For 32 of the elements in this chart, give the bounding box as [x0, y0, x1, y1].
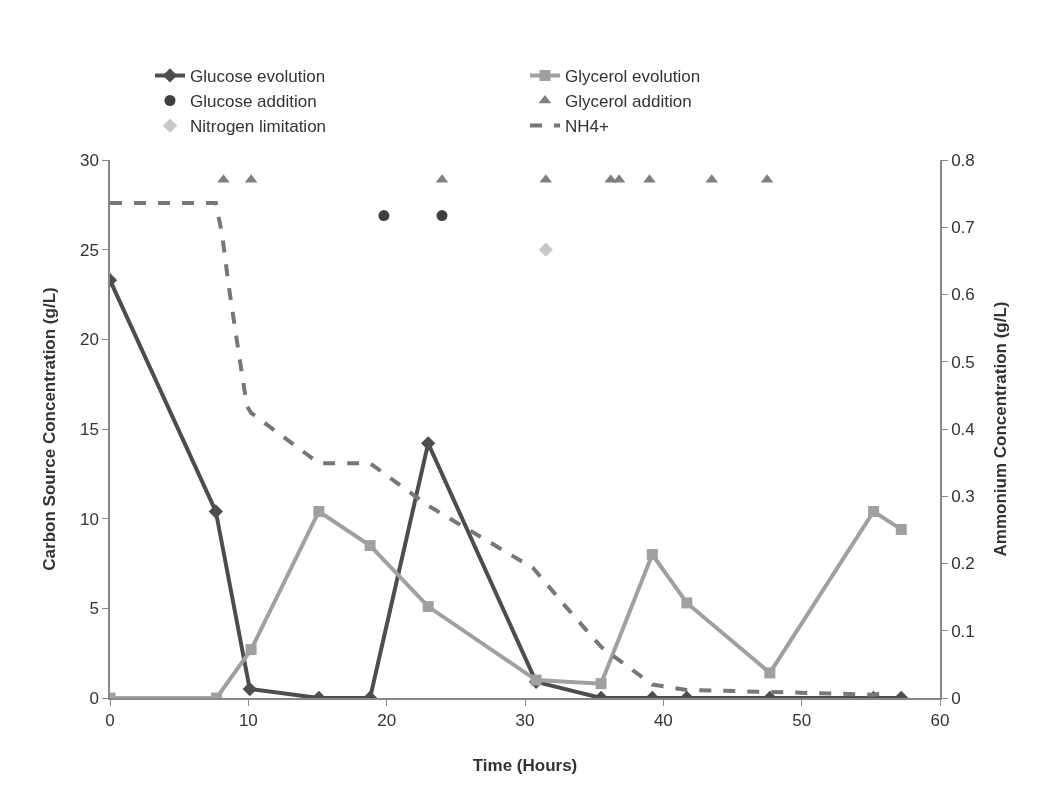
y2-tick-label: 0.2 [951, 554, 975, 574]
x-tick-label: 50 [792, 711, 812, 731]
y2-tick-label: 0.6 [951, 285, 975, 305]
y-tick-label: 10 [79, 509, 99, 529]
legend-label: NH4+ [565, 117, 610, 137]
legend-label: Glycerol addition [565, 92, 692, 112]
x-tick-label: 60 [930, 711, 950, 731]
y-tick-label: 20 [79, 330, 99, 350]
y2-tick-label: 0.4 [951, 419, 975, 439]
legend-label: Glucose addition [190, 92, 317, 112]
x-tick-label: 0 [105, 711, 115, 731]
y2-tick-label: 0.7 [951, 218, 975, 238]
legend-label: Glucose evolution [190, 67, 326, 87]
x-axis-title: Time (Hours) [472, 756, 578, 776]
y2-tick-label: 0.3 [951, 487, 975, 507]
y2-tick-label: 0 [951, 688, 961, 708]
legend-label: Nitrogen limitation [190, 117, 327, 137]
y2-axis-title: Ammonium Concentration (g/L) [990, 301, 1010, 557]
legend-label: Glycerol evolution [565, 67, 701, 87]
y2-tick-label: 0.5 [951, 352, 975, 372]
y2-tick-label: 0.1 [951, 621, 975, 641]
y-tick-label: 15 [79, 419, 99, 439]
y-tick-label: 5 [89, 599, 99, 619]
x-tick-label: 30 [515, 711, 535, 731]
y-axis-title: Carbon Source Concentration (g/L) [39, 287, 59, 571]
x-tick-label: 40 [653, 711, 673, 731]
y-tick-label: 0 [89, 688, 99, 708]
y-tick-label: 25 [79, 240, 99, 260]
y-tick-label: 30 [79, 150, 99, 170]
y2-tick-label: 0.8 [951, 150, 975, 170]
x-tick-label: 20 [377, 711, 397, 731]
x-tick-label: 10 [238, 711, 258, 731]
